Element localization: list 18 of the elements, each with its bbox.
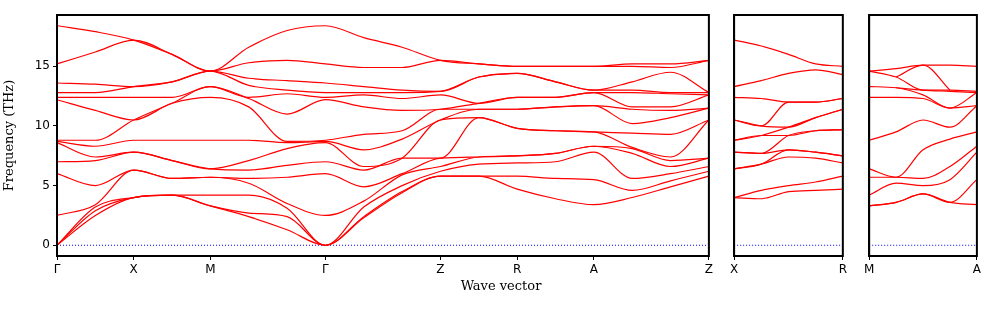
y-axis-title: Frequency (THz) xyxy=(1,79,17,192)
x-tick-label: R xyxy=(838,262,847,277)
x-tick-label: M xyxy=(205,262,216,277)
x-tick-label: Z xyxy=(436,262,445,277)
x-tick-label: R xyxy=(512,262,522,277)
x-tick-label: Γ xyxy=(322,262,330,277)
x-tick-label: M xyxy=(864,262,875,277)
x-tick-label: Z xyxy=(704,262,714,277)
x-tick-label: X xyxy=(729,262,739,277)
x-tick-label: Γ xyxy=(53,262,61,277)
y-tick-label: 15 xyxy=(34,58,50,73)
y-tick-label: 10 xyxy=(34,118,50,133)
y-tick-label: 0 xyxy=(42,237,50,252)
y-tick-label: 5 xyxy=(42,177,50,192)
x-tick-label: X xyxy=(129,262,138,277)
x-axis-title: Wave vector xyxy=(459,278,543,293)
x-tick-label: A xyxy=(972,262,982,277)
x-tick-label: A xyxy=(589,262,599,277)
